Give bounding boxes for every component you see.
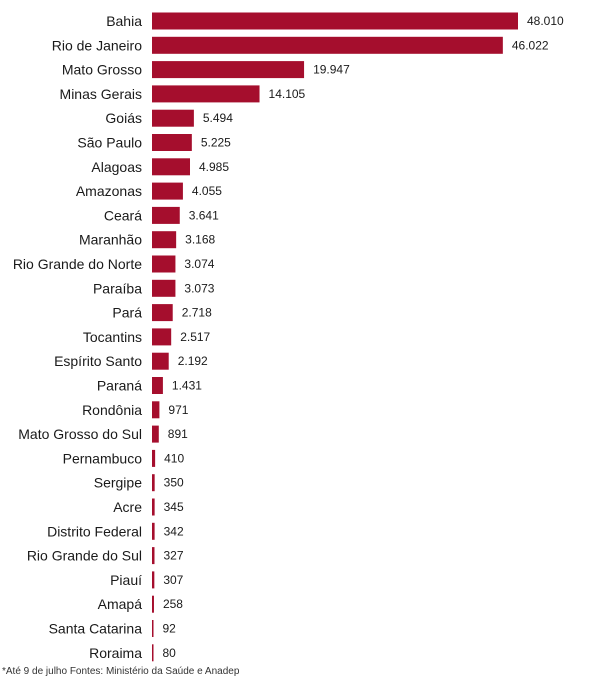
bar-para xyxy=(152,304,173,322)
bar-roraima xyxy=(152,644,154,662)
bar-rio-grande-do-sul xyxy=(152,547,155,565)
category-label-paraiba: Paraíba xyxy=(93,280,142,296)
value-label-parana: 1.431 xyxy=(172,379,202,393)
bar-rondonia xyxy=(152,401,160,419)
bar-santa-catarina xyxy=(152,620,154,637)
bar-distrito-federal xyxy=(152,522,155,540)
value-label-distrito-federal: 342 xyxy=(164,524,184,538)
bar-tocantins xyxy=(152,328,172,346)
category-label-santa-catarina: Santa Catarina xyxy=(49,621,143,637)
category-label-amapa: Amapá xyxy=(98,596,143,612)
bar-pernambuco xyxy=(152,449,156,467)
category-label-rio-grande-do-sul: Rio Grande do Sul xyxy=(27,548,142,564)
bar-sergipe xyxy=(152,474,155,492)
category-label-amazonas: Amazonas xyxy=(76,183,142,199)
bar-alagoas xyxy=(152,158,191,176)
value-label-amazonas: 4.055 xyxy=(192,184,222,198)
value-label-maranhao: 3.168 xyxy=(185,233,215,247)
value-label-alagoas: 4.985 xyxy=(199,160,229,174)
bar-ceara xyxy=(152,206,180,224)
category-label-rondonia: Rondônia xyxy=(82,402,142,418)
bar-paraiba xyxy=(152,279,176,297)
category-label-pernambuco: Pernambuco xyxy=(63,450,143,466)
value-label-minas-gerais: 14.105 xyxy=(269,87,306,101)
value-label-santa-catarina: 92 xyxy=(163,622,177,636)
value-label-paraiba: 3.073 xyxy=(184,281,214,295)
bar-amazonas xyxy=(152,182,183,200)
bar-sao-paulo xyxy=(152,134,192,151)
bar-rio-de-janeiro xyxy=(152,36,503,54)
bar-parana xyxy=(152,377,163,394)
category-label-sergipe: Sergipe xyxy=(94,475,142,491)
bar-piaui xyxy=(152,571,155,589)
category-label-piaui: Piauí xyxy=(110,572,142,588)
value-label-ceara: 3.641 xyxy=(189,208,219,222)
value-label-sao-paulo: 5.225 xyxy=(201,136,231,150)
category-label-ceara: Ceará xyxy=(104,207,142,223)
category-label-sao-paulo: São Paulo xyxy=(77,135,142,151)
value-label-amapa: 258 xyxy=(163,597,183,611)
category-label-mato-grosso: Mato Grosso xyxy=(62,62,142,78)
value-label-goias: 5.494 xyxy=(203,111,233,125)
value-label-pernambuco: 410 xyxy=(164,451,184,465)
bar-mato-grosso-do-sul xyxy=(152,425,159,443)
category-label-acre: Acre xyxy=(113,499,142,515)
category-label-para: Pará xyxy=(112,305,142,321)
value-label-piaui: 307 xyxy=(163,573,183,587)
category-label-rio-de-janeiro: Rio de Janeiro xyxy=(52,37,142,53)
value-label-acre: 345 xyxy=(164,500,184,514)
bar-bahia xyxy=(152,12,518,30)
source-footnote: *Até 9 de julho Fontes: Ministério da Sa… xyxy=(2,666,240,677)
category-label-mato-grosso-do-sul: Mato Grosso do Sul xyxy=(18,426,142,442)
value-label-bahia: 48.010 xyxy=(527,14,564,28)
value-label-espirito-santo: 2.192 xyxy=(178,354,208,368)
category-label-maranhao: Maranhão xyxy=(79,232,142,248)
bar-amapa xyxy=(152,595,154,613)
value-label-roraima: 80 xyxy=(163,646,177,660)
category-label-roraima: Roraima xyxy=(89,645,142,661)
value-label-mato-grosso: 19.947 xyxy=(313,63,350,77)
category-label-parana: Paraná xyxy=(97,378,142,394)
bar-goias xyxy=(152,109,194,127)
value-label-rio-de-janeiro: 46.022 xyxy=(512,38,549,52)
bar-rio-grande-do-norte xyxy=(152,255,176,273)
value-label-sergipe: 350 xyxy=(164,476,184,490)
value-label-mato-grosso-do-sul: 891 xyxy=(168,427,188,441)
category-label-tocantins: Tocantins xyxy=(83,329,142,345)
value-label-rio-grande-do-norte: 3.074 xyxy=(184,257,214,271)
bar-espirito-santo xyxy=(152,352,169,370)
category-label-bahia: Bahia xyxy=(106,13,142,29)
value-label-tocantins: 2.517 xyxy=(180,330,210,344)
category-label-goias: Goiás xyxy=(105,110,142,126)
bar-mato-grosso xyxy=(152,61,305,79)
category-label-minas-gerais: Minas Gerais xyxy=(60,86,142,102)
category-label-alagoas: Alagoas xyxy=(91,159,142,175)
value-label-para: 2.718 xyxy=(182,306,212,320)
bar-chart: Bahia 48.010 Rio de Janeiro 46.022 Mato Gros… xyxy=(13,12,564,662)
category-label-distrito-federal: Distrito Federal xyxy=(47,523,142,539)
value-label-rondonia: 971 xyxy=(168,403,188,417)
category-label-espirito-santo: Espírito Santo xyxy=(54,353,142,369)
value-label-rio-grande-do-sul: 327 xyxy=(163,549,183,563)
bar-minas-gerais xyxy=(152,85,260,103)
bar-maranhao xyxy=(152,231,177,249)
bar-acre xyxy=(152,498,155,516)
category-label-rio-grande-do-norte: Rio Grande do Norte xyxy=(13,256,142,272)
